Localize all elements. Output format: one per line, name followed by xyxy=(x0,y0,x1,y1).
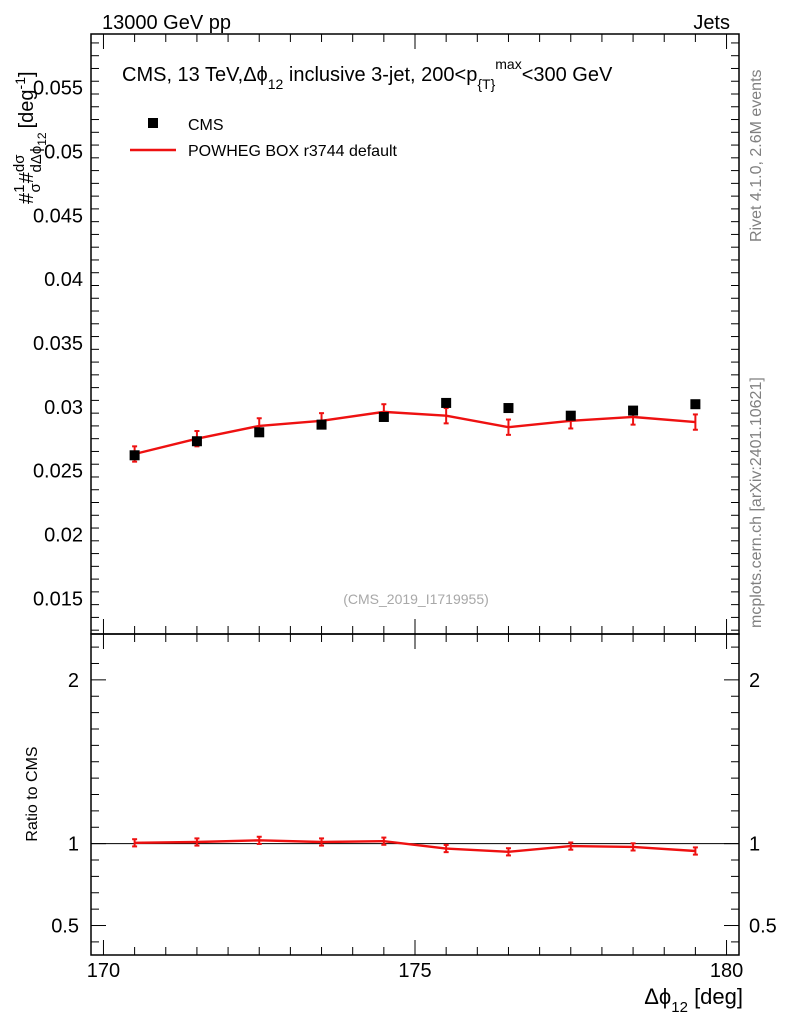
x-tick-label: 180 xyxy=(710,960,743,982)
ratio-plot-frame xyxy=(90,633,740,956)
y-tick-labels-main: 0.015 0.02 0.025 0.03 0.035 0.04 0.045 0… xyxy=(33,78,83,611)
mcplots-reference-label: mcplots.cern.ch [arXiv:2401.10621] xyxy=(748,377,765,628)
y-axis-label-main: #1σ#dσdΔϕ12[deg-1] xyxy=(11,71,49,204)
y-tick-labels-ratio-right: 0.5 1 2 xyxy=(749,670,777,938)
ratio-tick-label-right: 0.5 xyxy=(749,916,777,938)
powheg-ratio-line xyxy=(134,839,696,854)
chart-title: CMS, 13 TeV,Δϕ12 inclusive 3-jet, 200<p{… xyxy=(122,56,613,92)
cms-data-point xyxy=(565,410,576,421)
cms-data-point xyxy=(628,405,639,416)
axis-ticks xyxy=(91,34,739,955)
ratio-tick-label: 0.5 xyxy=(51,916,79,938)
ratio-tick-label: 2 xyxy=(68,670,79,692)
rivet-version-label: Rivet 4.1.0, 2.6M events xyxy=(748,69,765,242)
ratio-tick-label-right: 2 xyxy=(749,670,760,692)
powheg-series-main xyxy=(132,403,698,463)
y-axis-label-ratio: Ratio to CMS xyxy=(24,746,41,841)
y-tick-label: 0.04 xyxy=(44,269,83,291)
powheg-line xyxy=(134,410,696,456)
y-tick-label: 0.02 xyxy=(44,524,83,546)
cms-data-point xyxy=(316,419,327,430)
cms-data-point xyxy=(191,436,202,447)
cms-data-point xyxy=(254,427,265,438)
cms-data-point xyxy=(503,403,514,414)
x-axis-label: Δϕ12 [deg] xyxy=(644,984,743,1016)
cms-series-main xyxy=(129,397,701,461)
x-tick-labels: 170 175 180 xyxy=(87,960,743,982)
cms-data-point xyxy=(378,411,389,422)
ratio-tick-label: 1 xyxy=(68,834,79,856)
y-tick-label: 0.015 xyxy=(33,588,83,610)
cms-data-point xyxy=(690,399,701,410)
y-tick-label: 0.055 xyxy=(33,78,83,100)
cms-data-point xyxy=(441,397,452,408)
header-left-label: 13000 GeV pp xyxy=(102,12,231,34)
y-tick-label: 0.035 xyxy=(33,333,83,355)
legend: CMS POWHEG BOX r3744 default xyxy=(130,117,398,160)
cms-data-point xyxy=(129,450,140,461)
legend-cms-marker xyxy=(148,118,158,128)
legend-powheg-label: POWHEG BOX r3744 default xyxy=(188,143,398,160)
powheg-series-ratio xyxy=(132,835,698,857)
y-tick-label: 0.03 xyxy=(44,397,83,419)
header-right-label: Jets xyxy=(693,12,730,34)
x-tick-label: 175 xyxy=(398,960,431,982)
y-tick-label: 0.045 xyxy=(33,205,83,227)
x-tick-label: 170 xyxy=(87,960,120,982)
analysis-watermark: (CMS_2019_I1719955) xyxy=(343,591,489,607)
y-tick-labels-ratio-left: 0.5 1 2 xyxy=(51,670,79,938)
legend-cms-label: CMS xyxy=(188,117,224,134)
y-tick-label: 0.05 xyxy=(44,141,83,163)
y-tick-label: 0.025 xyxy=(33,461,83,483)
ratio-tick-label-right: 1 xyxy=(749,834,760,856)
